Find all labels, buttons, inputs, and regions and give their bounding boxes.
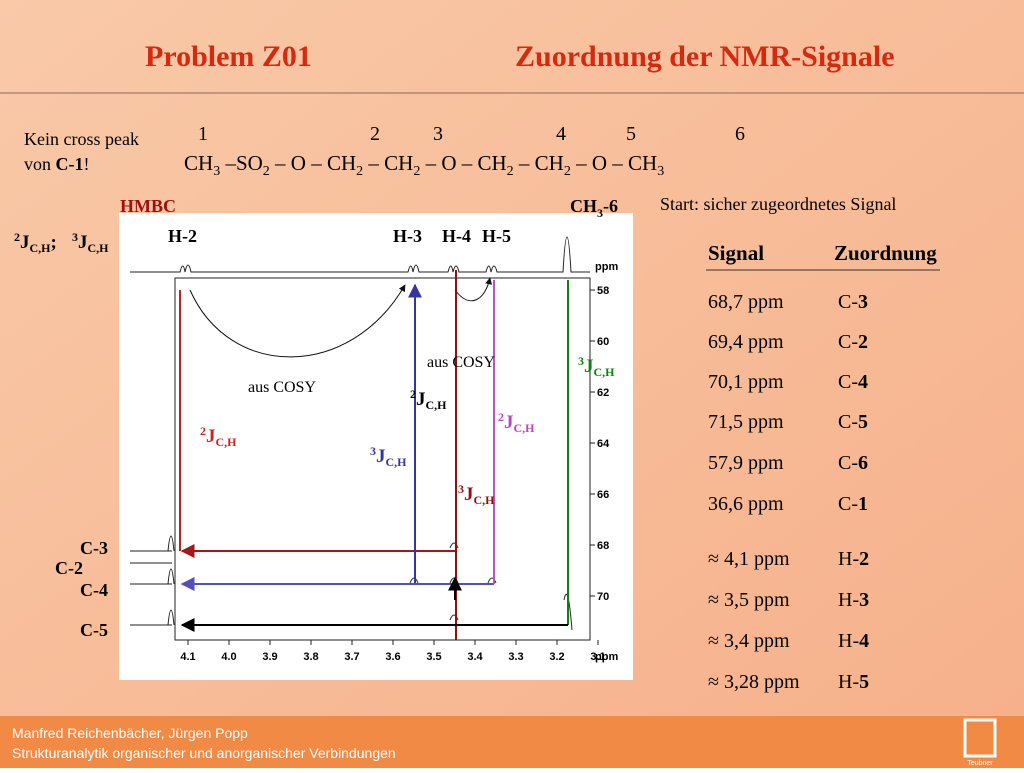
y-tick-label: 70 — [597, 591, 609, 603]
atom-number: 5 — [626, 123, 636, 145]
y-tick-label: 60 — [597, 336, 609, 348]
signal-value: 36,6 ppm — [708, 493, 784, 515]
y-tick-label: 58 — [597, 285, 609, 297]
coupling-label: 3JC,H — [458, 482, 495, 507]
c-label: C-2 — [55, 558, 83, 578]
signal-value: ≈ 3,4 ppm — [708, 630, 790, 652]
assignment: H-3 — [838, 589, 869, 611]
table-header: Zuordnung — [834, 241, 937, 265]
x-tick-label: 3.1 — [590, 651, 605, 663]
correlation-lines — [179, 270, 569, 640]
h-label: H-2 — [168, 226, 197, 246]
signal-value: 57,9 ppm — [708, 452, 784, 474]
x-tick-label: 3.2 — [549, 651, 564, 663]
signal-value: ≈ 4,1 ppm — [708, 548, 790, 570]
x-tick-label: 3.4 — [467, 651, 483, 663]
assignment: C-2 — [838, 331, 868, 353]
y-tick-label: 64 — [597, 438, 610, 450]
assignment: C-1 — [838, 493, 868, 515]
coupling-label: 3JC,H — [578, 354, 615, 379]
atom-number: 1 — [198, 123, 208, 145]
cosy-label: aus COSY — [248, 379, 316, 396]
coupling-label: 2JC,H; — [14, 230, 57, 255]
title-right: Zuordnung der NMR-Signale — [515, 40, 895, 73]
formula: CH3 –SO2 – O – CH2 – CH2 – O – CH2 – CH2… — [184, 151, 664, 179]
assignment: C-5 — [838, 411, 868, 433]
signal-value: 70,1 ppm — [708, 371, 784, 393]
coupling-label: 3JC,H — [370, 444, 407, 469]
x-tick-label: 4.1 — [180, 651, 195, 663]
x-tick-label: 3.9 — [262, 651, 277, 663]
assignment: H-2 — [838, 548, 869, 570]
x-tick-label: 3.7 — [344, 651, 359, 663]
ch3-label: CH3-6 — [570, 196, 618, 220]
atom-number: 2 — [370, 123, 380, 145]
assignment: H-5 — [838, 671, 869, 693]
h-label: H-4 — [442, 226, 471, 246]
signal-value: 69,4 ppm — [708, 331, 784, 353]
cosy-label: aus COSY — [427, 354, 495, 371]
signal-value: ≈ 3,5 ppm — [708, 589, 790, 611]
signal-value: 71,5 ppm — [708, 411, 784, 433]
signal-value: ≈ 3,28 ppm — [708, 671, 800, 693]
x-tick-label: 3.3 — [508, 651, 523, 663]
note-line1: Kein cross peak — [24, 129, 139, 149]
atom-number: 3 — [433, 123, 443, 145]
x-tick-label: 4.0 — [221, 651, 236, 663]
signal-value: 68,7 ppm — [708, 291, 784, 313]
y-tick-label: 62 — [597, 387, 609, 399]
x-tick-label: 3.5 — [426, 651, 441, 663]
coupling-label: 2JC,H — [410, 387, 447, 412]
x-unit: ppm — [595, 651, 618, 663]
spectrum-layout — [130, 236, 591, 641]
hmbc-label: HMBC — [120, 196, 176, 216]
note-line2: von C-1! — [24, 154, 90, 174]
footer-authors: Manfred Reichenbächer, Jürgen Popp — [12, 725, 248, 741]
x-tick-label: 3.8 — [303, 651, 318, 663]
x-tick-label: 3.6 — [385, 651, 400, 663]
assignment: C-6 — [838, 452, 868, 474]
table-header: Signal — [708, 241, 764, 265]
logo-icon — [963, 718, 997, 758]
start-note: Start: sicher zugeordnetes Signal — [660, 194, 896, 214]
y-tick-label: 68 — [597, 540, 609, 552]
footer-book: Strukturanalytik organischer und anorgan… — [12, 745, 396, 761]
footer-bar — [0, 716, 1024, 768]
atom-number: 4 — [556, 123, 566, 145]
assignment: C-4 — [838, 371, 868, 393]
h-label: H-5 — [482, 226, 511, 246]
coupling-label: 2JC,H — [498, 410, 535, 435]
assignment: H-4 — [838, 630, 869, 652]
h-label: H-3 — [393, 226, 422, 246]
coupling-label: 3JC,H — [72, 230, 109, 255]
logo-text: Teubner — [967, 760, 993, 767]
coupling-label: 2JC,H — [200, 424, 237, 449]
spectrum-panel — [119, 213, 633, 680]
atom-number: 6 — [735, 123, 745, 145]
y-unit: ppm — [595, 261, 618, 273]
c-label: C-5 — [80, 620, 108, 640]
y-tick-label: 66 — [597, 489, 609, 501]
assignment: C-3 — [838, 291, 868, 313]
c-label: C-4 — [80, 580, 108, 600]
c-label: C-3 — [80, 538, 108, 558]
title-left: Problem Z01 — [145, 40, 312, 73]
